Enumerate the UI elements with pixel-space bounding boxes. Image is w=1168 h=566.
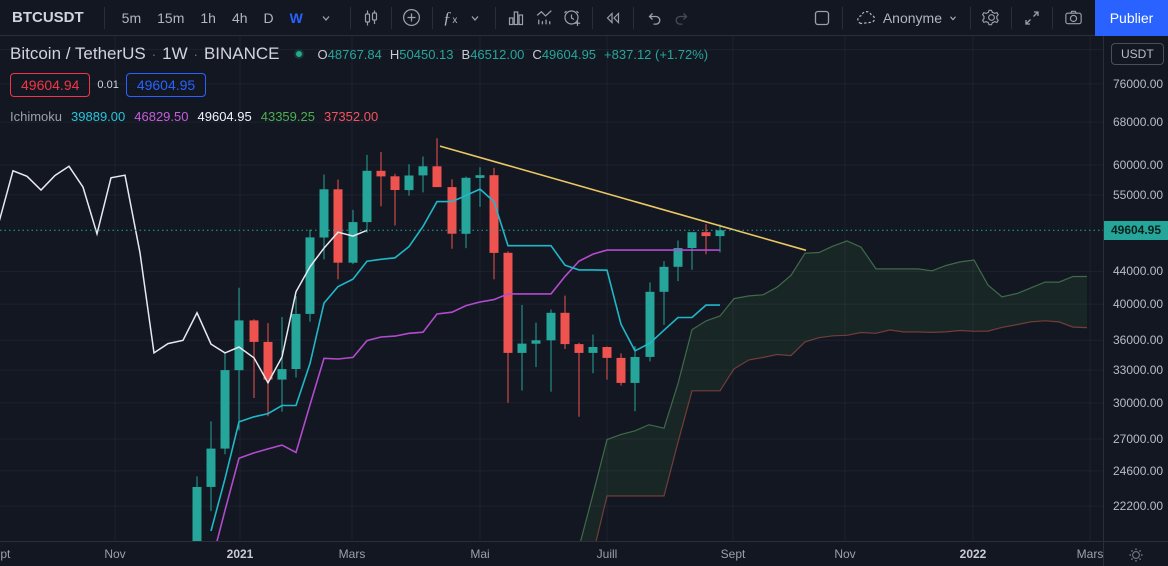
time-tick: 2022 xyxy=(959,547,987,561)
interval-4h[interactable]: 4h xyxy=(231,9,248,26)
indicator-value: 49604.95 xyxy=(197,109,252,124)
price-tick: 27000.00 xyxy=(1113,431,1164,446)
user-chevron-down-icon xyxy=(950,15,956,20)
time-tick: Mars xyxy=(1076,547,1103,561)
indicator-legend-row: Ichimoku 39889.00 46829.50 49604.95 43359.2… xyxy=(10,109,708,124)
compare-add-icon[interactable] xyxy=(398,4,426,32)
cloud-account-button[interactable]: Anonyme xyxy=(849,10,964,26)
symbol-title[interactable]: Bitcoin / TetherUS xyxy=(10,44,146,63)
currency-toggle-button[interactable]: USDT xyxy=(1111,43,1164,65)
price-tick: 55000.00 xyxy=(1113,187,1164,202)
toolbar-separator xyxy=(103,6,105,29)
chart-pane[interactable]: Bitcoin / TetherUS · 1W · BINANCE O48767… xyxy=(0,36,1103,541)
indicator-value: 46829.50 xyxy=(134,109,189,124)
price-tick: 33000.00 xyxy=(1113,363,1164,378)
price-tick: 24600.00 xyxy=(1113,463,1164,478)
fullscreen-icon[interactable] xyxy=(1018,4,1046,32)
symbol-button[interactable]: BTCUSDT xyxy=(12,9,84,26)
toolbar-separator xyxy=(1011,6,1012,29)
legend-title-row: Bitcoin / TetherUS · 1W · BINANCE O48767… xyxy=(10,44,709,63)
open-value: 48767.84 xyxy=(327,46,382,62)
toolbar-separator xyxy=(349,6,351,29)
top-toolbar: BTCUSDT 5m 15m 1h 4h D W xyxy=(0,0,1168,36)
price-tick: 68000.00 xyxy=(1113,115,1164,130)
interval-1h[interactable]: 1h xyxy=(200,9,216,26)
interval-1d[interactable]: D xyxy=(263,9,274,26)
indicator-value: 39889.00 xyxy=(71,109,126,124)
toolbar-right-group: Anonyme xyxy=(808,0,1168,36)
toolbar-separator xyxy=(841,6,843,29)
legend-exchange[interactable]: BINANCE xyxy=(203,44,280,63)
indicator-templates-icon[interactable] xyxy=(502,4,530,32)
sell-price-button[interactable]: 49604.94 xyxy=(10,73,91,97)
price-tick: 30000.00 xyxy=(1113,395,1164,410)
price-tick: 76000.00 xyxy=(1113,76,1164,91)
toolbar-separator xyxy=(633,6,635,29)
price-chart-canvas[interactable] xyxy=(0,36,1103,541)
toolbar-separator xyxy=(431,6,433,29)
interval-1w[interactable]: W xyxy=(289,9,303,26)
layout-icon[interactable] xyxy=(808,4,836,32)
interval-15m[interactable]: 15m xyxy=(157,9,185,26)
time-tick: Nov xyxy=(834,547,856,561)
close-value: 49604.95 xyxy=(541,46,597,62)
cloud-icon xyxy=(857,10,875,24)
chart-legend: Bitcoin / TetherUS · 1W · BINANCE O48767… xyxy=(10,44,708,124)
legend-interval[interactable]: 1W xyxy=(162,44,188,63)
interval-5m[interactable]: 5m xyxy=(121,9,142,26)
time-tick-labels: Sept Nov 2021 Mars Mai Juill Sept Nov 2022 Mars xyxy=(0,542,1103,566)
axis-settings-corner[interactable] xyxy=(1103,542,1168,566)
time-tick: Nov xyxy=(104,547,126,561)
alert-clock-plus-icon[interactable] xyxy=(558,4,586,32)
high-value: 50450.13 xyxy=(399,46,454,62)
bid-ask-row: 49604.94 0.01 49604.95 xyxy=(10,73,708,97)
price-tick: 22200.00 xyxy=(1113,499,1164,514)
redo-icon[interactable] xyxy=(668,4,696,32)
market-status-dot[interactable] xyxy=(293,49,304,59)
indicator-value: 37352.00 xyxy=(323,109,379,124)
settings-gear-icon[interactable] xyxy=(977,4,1005,32)
price-tick: 44000.00 xyxy=(1113,264,1164,279)
interval-chevron-down-icon[interactable] xyxy=(312,4,340,32)
low-value: 46512.00 xyxy=(470,46,525,62)
price-tick: 36000.00 xyxy=(1113,333,1164,348)
toolbar-separator xyxy=(1052,6,1053,29)
indicator-values: 39889.00 46829.50 49604.95 43359.25 37352.00 xyxy=(71,109,387,124)
change-value: +837.12 (+1.72%) xyxy=(604,46,709,62)
time-tick: Sept xyxy=(720,547,746,561)
indicator-value: 43359.25 xyxy=(260,109,315,124)
buy-price-button[interactable]: 49604.95 xyxy=(125,73,207,97)
user-name: Anonyme xyxy=(882,9,942,26)
time-tick: 2021 xyxy=(226,547,254,561)
toolbar-separator xyxy=(970,6,971,29)
price-tick: 60000.00 xyxy=(1113,158,1164,172)
time-tick: Mai xyxy=(470,547,490,561)
interval-switcher: 5m 15m 1h 4h D W xyxy=(111,4,344,32)
forecast-icon[interactable] xyxy=(530,4,558,32)
chart-style-candles-icon[interactable] xyxy=(357,4,385,32)
time-tick: Juill xyxy=(596,547,618,561)
time-tick: Sept xyxy=(0,547,11,561)
last-price-badge: 49604.95 xyxy=(1104,220,1168,240)
publish-button[interactable]: Publier xyxy=(1095,0,1168,36)
toolbar-separator xyxy=(495,6,497,29)
indicators-chevron-down-icon[interactable] xyxy=(461,4,489,32)
price-axis[interactable]: 84000.0076000.0068000.0060000.0055000.00… xyxy=(1103,36,1168,541)
bar-replay-icon[interactable] xyxy=(599,4,627,32)
time-axis[interactable]: Sept Nov 2021 Mars Mai Juill Sept Nov 2022 Mars xyxy=(0,541,1168,566)
undo-icon[interactable] xyxy=(640,4,668,32)
indicator-name[interactable]: Ichimoku xyxy=(10,109,63,124)
spread-value: 0.01 xyxy=(97,79,119,91)
price-tick: 40000.00 xyxy=(1113,297,1164,312)
sun-icon xyxy=(1129,548,1143,561)
toolbar-separator xyxy=(390,6,392,29)
toolbar-separator xyxy=(592,6,594,29)
screenshot-camera-icon[interactable] xyxy=(1059,4,1087,32)
ohlc-values: O48767.84 H50450.13 B46512.00 C49604.95 … xyxy=(317,46,709,62)
time-tick: Mars xyxy=(338,547,366,561)
